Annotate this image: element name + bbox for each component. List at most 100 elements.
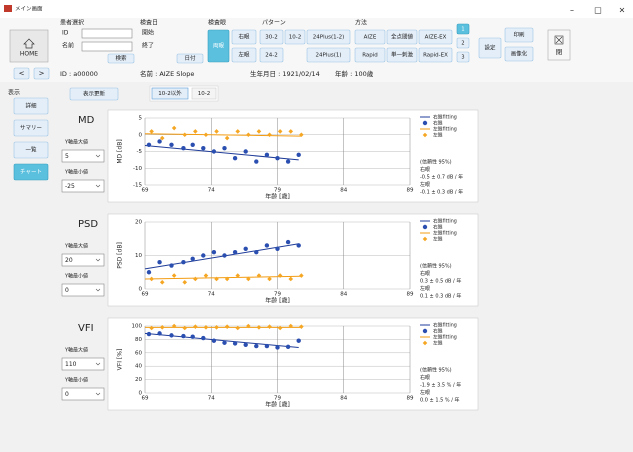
tab-label[interactable]: 10-2以外 xyxy=(158,89,182,97)
y-tick-label: 20 xyxy=(135,377,142,383)
data-point xyxy=(146,331,152,337)
button-label[interactable]: サマリー xyxy=(20,125,42,132)
select[interactable] xyxy=(61,253,105,267)
button-label[interactable]: Rapid-EX xyxy=(423,53,448,59)
button[interactable] xyxy=(418,47,453,63)
button-label[interactable]: 24Plus(1) xyxy=(316,53,342,59)
text-input[interactable] xyxy=(81,41,133,52)
tab[interactable] xyxy=(191,87,217,100)
button[interactable] xyxy=(456,23,470,35)
select-value[interactable]: 0 xyxy=(65,287,69,294)
button[interactable] xyxy=(176,53,204,64)
button-label[interactable]: 30-2 xyxy=(265,35,277,41)
button[interactable] xyxy=(478,37,502,59)
y-tick-label: -5 xyxy=(137,149,143,155)
window-control[interactable]: – xyxy=(570,6,574,15)
data-point xyxy=(256,273,262,278)
button-label[interactable]: 設定 xyxy=(484,44,496,52)
data-point xyxy=(157,139,162,144)
button[interactable] xyxy=(231,47,257,63)
button-label[interactable]: 右眼 xyxy=(238,33,250,41)
data-point xyxy=(232,249,238,255)
button-label[interactable]: 画像化 xyxy=(511,50,528,58)
select[interactable] xyxy=(61,149,105,163)
button[interactable] xyxy=(69,87,119,101)
button[interactable] xyxy=(259,47,284,63)
button[interactable] xyxy=(259,29,284,45)
button[interactable] xyxy=(33,67,50,80)
button[interactable] xyxy=(354,47,386,63)
select-value[interactable]: 0 xyxy=(65,391,69,398)
button[interactable] xyxy=(386,29,418,45)
select[interactable] xyxy=(61,387,105,401)
button-label[interactable]: 表示更新 xyxy=(83,90,106,98)
button-label[interactable]: 10-2 xyxy=(289,35,301,41)
button-label[interactable]: 左眼 xyxy=(238,51,250,59)
button-label[interactable]: 印刷 xyxy=(513,31,525,39)
button-label[interactable]: 日付 xyxy=(184,54,196,62)
button-label[interactable]: 一覧 xyxy=(25,146,37,154)
button-label[interactable]: 3 xyxy=(461,55,464,61)
legend-label: 左眼fitting xyxy=(433,334,457,341)
button-label[interactable]: チャート xyxy=(20,169,42,176)
button-label[interactable]: AIZE xyxy=(364,35,377,41)
button[interactable] xyxy=(13,119,49,137)
home-button[interactable] xyxy=(9,29,49,63)
button[interactable] xyxy=(13,141,49,159)
data-point xyxy=(288,129,294,134)
button-label[interactable]: 全点閾値 xyxy=(391,33,414,41)
data-point xyxy=(275,246,280,251)
button[interactable] xyxy=(504,27,534,43)
x-tick-label: 79 xyxy=(274,292,281,298)
button-label[interactable]: AIZE-EX xyxy=(425,35,447,41)
button[interactable] xyxy=(306,47,351,63)
data-point xyxy=(214,276,219,282)
button-label[interactable]: 単一刺激 xyxy=(391,51,414,59)
button[interactable] xyxy=(504,46,534,62)
button-label[interactable]: 1 xyxy=(461,27,464,33)
x-tick-label: 84 xyxy=(340,292,347,298)
button-label[interactable]: 検索 xyxy=(115,54,127,62)
button-label[interactable]: > xyxy=(39,70,45,78)
select-value[interactable]: -25 xyxy=(65,183,75,190)
select-value[interactable]: 5 xyxy=(65,153,69,160)
select[interactable] xyxy=(61,357,105,371)
button[interactable] xyxy=(13,97,49,115)
button[interactable] xyxy=(207,29,230,63)
label: Y軸最小値 xyxy=(64,273,88,280)
button[interactable] xyxy=(107,53,135,64)
data-point xyxy=(264,152,270,158)
button-label[interactable]: 詳細 xyxy=(25,102,37,110)
button[interactable] xyxy=(418,29,453,45)
button-label[interactable]: HOME xyxy=(20,51,38,58)
select[interactable] xyxy=(61,179,105,193)
button[interactable] xyxy=(456,51,470,63)
button-label[interactable]: 閉 xyxy=(556,48,563,56)
button[interactable] xyxy=(13,163,49,181)
button[interactable] xyxy=(354,29,386,45)
button[interactable] xyxy=(284,29,306,45)
tab-label[interactable]: 10-2 xyxy=(198,91,210,97)
data-point xyxy=(285,344,291,349)
button-label[interactable]: 両眼 xyxy=(213,43,225,50)
text-input[interactable] xyxy=(81,28,133,39)
button[interactable] xyxy=(306,29,351,45)
button[interactable] xyxy=(386,47,418,63)
tab[interactable] xyxy=(151,87,189,100)
button-label[interactable]: < xyxy=(19,70,25,78)
select-value[interactable]: 110 xyxy=(65,361,77,368)
window-control[interactable]: × xyxy=(619,6,626,15)
button[interactable] xyxy=(231,29,257,45)
close-button[interactable] xyxy=(547,29,571,61)
button[interactable] xyxy=(456,37,470,49)
select[interactable] xyxy=(61,283,105,297)
button-label[interactable]: Rapid xyxy=(362,53,378,59)
button[interactable] xyxy=(13,67,30,80)
data-point xyxy=(235,325,241,331)
window-control[interactable]: □ xyxy=(594,6,602,15)
data-point xyxy=(254,343,259,349)
select-value[interactable]: 20 xyxy=(65,257,73,264)
button-label[interactable]: 24Plus(1-2) xyxy=(313,35,344,41)
button-label[interactable]: 2 xyxy=(461,41,464,47)
button-label[interactable]: 24-2 xyxy=(265,53,277,59)
